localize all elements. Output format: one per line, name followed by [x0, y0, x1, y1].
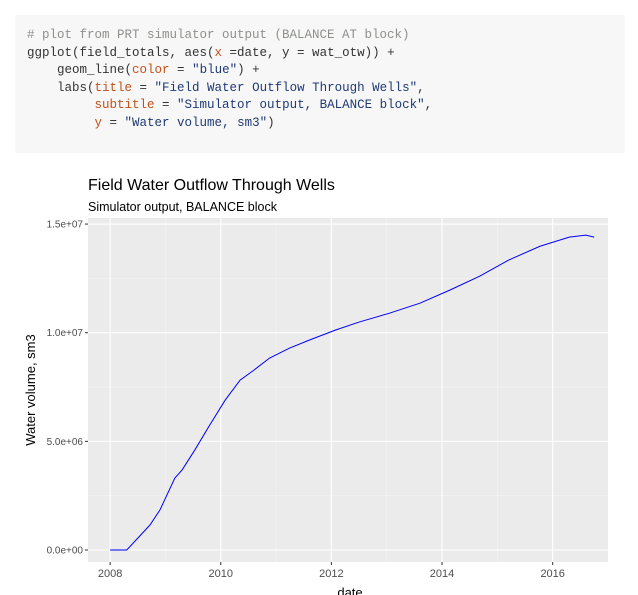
plot-panel	[88, 218, 608, 562]
x-tick-label: 2014	[430, 568, 454, 580]
code-token: y	[94, 115, 103, 130]
code-token: =date, y = wat_otw)) +	[222, 45, 395, 60]
code-token: ggplot(field_totals, aes(	[27, 45, 215, 60]
chart-subtitle: Simulator output, BALANCE block	[88, 200, 278, 214]
code-token: x	[214, 45, 223, 60]
code-block: # plot from PRT simulator output (BALANC…	[15, 15, 625, 153]
y-tick-label: 1.0e+07	[47, 328, 84, 339]
code-token: geom_line(	[27, 63, 133, 77]
code-line: geom_line(color = "blue") +	[27, 62, 625, 80]
code-token: "Water volume, sm3"	[124, 115, 268, 130]
code-token: )	[267, 115, 275, 130]
x-tick-label: 2008	[98, 568, 122, 580]
code-token: ,	[417, 80, 425, 95]
code-token: =	[154, 98, 178, 112]
code-token: "Field Water Outflow Through Wells"	[154, 80, 418, 95]
x-axis-label: date	[337, 585, 362, 595]
code-line: ggplot(field_totals, aes(x =date, y = wa…	[27, 45, 625, 63]
code-token: =	[132, 80, 155, 95]
y-tick-label: 5.0e+06	[47, 437, 84, 448]
code-token: =	[169, 63, 193, 77]
y-tick-label: 1.5e+07	[47, 220, 84, 231]
y-tick-label: 0.0e+00	[47, 546, 84, 557]
code-token: ,	[424, 98, 433, 112]
code-token: ) +	[237, 63, 260, 77]
y-axis-label: Water volume, sm3	[23, 334, 38, 446]
code-line: y = "Water volume, sm3")	[27, 115, 625, 133]
data-line	[110, 234, 595, 551]
code-token: title	[94, 80, 133, 95]
chart-title: Field Water Outflow Through Wells	[88, 177, 335, 194]
code-line: # plot from PRT simulator output (BALANC…	[27, 27, 625, 45]
code-token: "blue"	[192, 63, 238, 77]
code-token: # plot from PRT simulator output (BALANC…	[27, 28, 410, 42]
code-token: subtitle	[94, 98, 155, 112]
code-token: labs(	[27, 80, 95, 95]
code-line: subtitle = "Simulator output, BALANCE bl…	[27, 97, 625, 115]
code-line: labs(title = "Field Water Outflow Throug…	[27, 80, 625, 98]
x-tick-label: 2012	[319, 568, 343, 580]
x-tick-label: 2010	[209, 568, 233, 580]
x-tick-label: 2016	[540, 568, 564, 580]
code-token: =	[102, 115, 125, 130]
code-token: "Simulator output, BALANCE block"	[177, 98, 425, 112]
code-token: color	[132, 63, 170, 77]
